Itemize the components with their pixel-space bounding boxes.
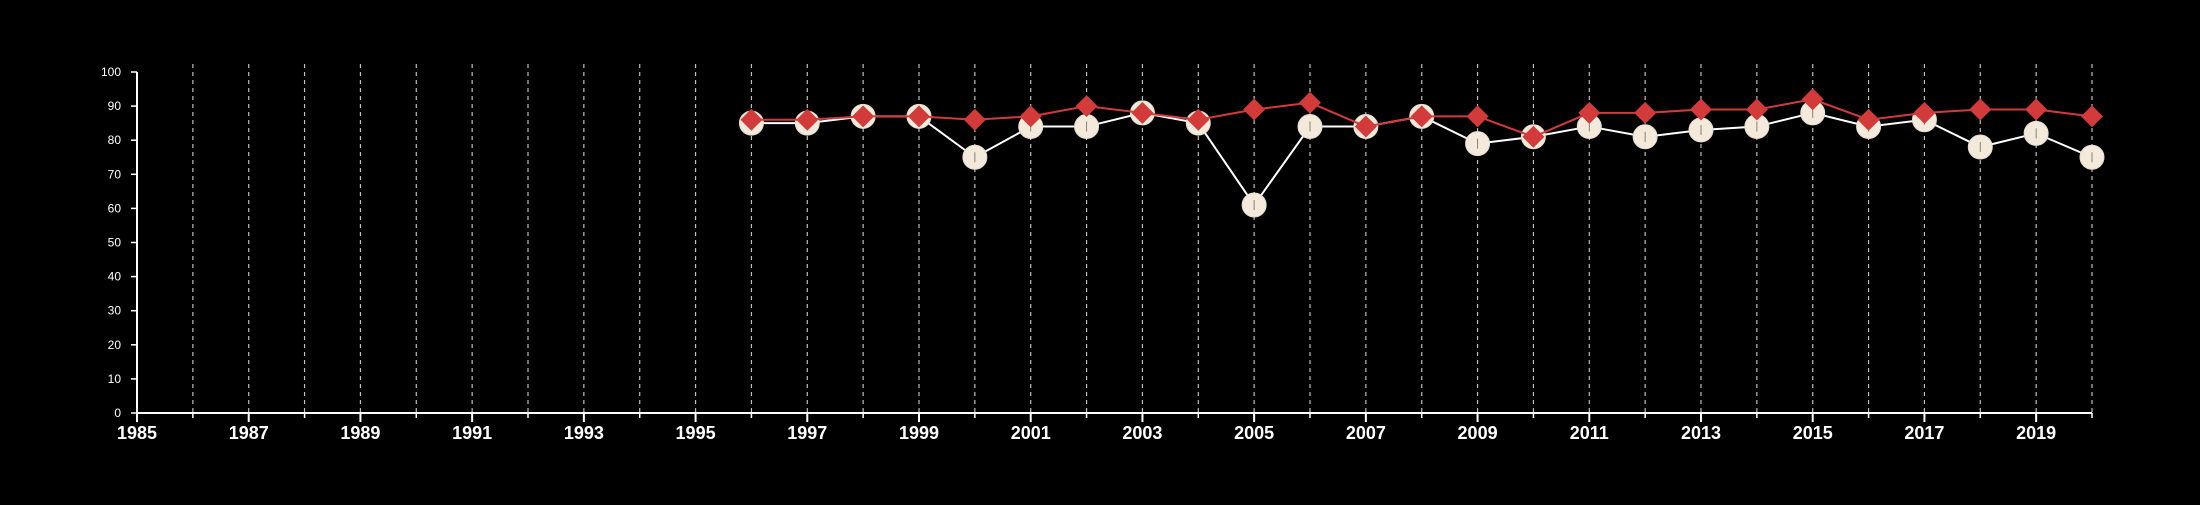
y-tick-label: 40 xyxy=(108,270,122,284)
data-point-diamond xyxy=(852,105,875,128)
data-point-diamond xyxy=(1299,91,1321,114)
x-tick-label: 2015 xyxy=(1793,423,1833,443)
y-tick-label: 50 xyxy=(108,236,122,250)
data-point-diamond xyxy=(2081,105,2103,128)
x-tick-label: 2003 xyxy=(1122,423,1162,443)
x-tick-label: 2019 xyxy=(2016,423,2056,443)
x-tick-label: 2007 xyxy=(1346,423,1386,443)
y-tick-label: 70 xyxy=(108,167,122,181)
y-tick-label: 20 xyxy=(108,338,122,352)
x-tick-label: 2017 xyxy=(1904,423,1944,443)
data-point-diamond xyxy=(1243,98,1266,121)
data-point-diamond xyxy=(1019,105,1042,128)
y-tick-label: 0 xyxy=(114,406,121,420)
x-tick-label: 1995 xyxy=(676,423,716,443)
y-tick-label: 90 xyxy=(108,99,122,113)
x-tick-label: 2011 xyxy=(1570,423,1609,443)
x-tick-label: 1993 xyxy=(564,423,604,443)
x-tick-label: 1999 xyxy=(899,423,939,443)
x-tick-label: 1987 xyxy=(229,423,269,443)
axes-layer: 0 10 20 30 40 50 60 70 80 90 100 1985 1987 1989 1991 19… xyxy=(101,65,2093,443)
data-point-diamond xyxy=(1466,105,1489,128)
data-point-diamond xyxy=(1801,88,1824,111)
data-point-diamond xyxy=(1690,98,1712,121)
x-tick-label: 2013 xyxy=(1681,423,1721,443)
data-point-diamond xyxy=(1522,125,1545,148)
y-tick-label: 80 xyxy=(108,133,122,147)
data-point-diamond xyxy=(1187,108,1210,131)
data-point-diamond xyxy=(796,108,819,131)
x-tick-label: 1997 xyxy=(787,423,827,443)
data-point-diamond xyxy=(1634,101,1657,124)
x-tick-label: 2001 xyxy=(1011,423,1051,443)
data-point-diamond xyxy=(2025,98,2048,121)
data-point-diamond xyxy=(1578,101,1601,124)
x-tick-label: 2005 xyxy=(1234,423,1274,443)
data-point-diamond xyxy=(1745,98,1768,121)
data-point-diamond xyxy=(908,105,930,128)
y-tick-label: 10 xyxy=(108,372,122,386)
data-point-diamond xyxy=(740,108,763,131)
series-diamond xyxy=(740,88,2103,148)
data-point-diamond xyxy=(1969,98,1992,121)
data-point-diamond xyxy=(1913,101,1936,124)
data-point-diamond xyxy=(1354,115,1377,138)
data-point-diamond xyxy=(1075,95,1098,118)
y-tick-label: 60 xyxy=(108,201,122,215)
x-tick-label: 1991 xyxy=(452,423,492,443)
x-tick-label: 1989 xyxy=(340,423,380,443)
y-tick-label: 100 xyxy=(101,65,121,79)
x-tick-label: 2009 xyxy=(1458,423,1498,443)
x-tick-label: 1985 xyxy=(117,423,157,443)
y-tick-label: 30 xyxy=(108,304,122,318)
series-layer xyxy=(738,88,2105,218)
data-point-diamond xyxy=(1857,108,1880,131)
data-point-diamond xyxy=(1410,105,1433,128)
data-point-diamond xyxy=(963,108,986,131)
data-point-diamond xyxy=(1131,101,1154,124)
